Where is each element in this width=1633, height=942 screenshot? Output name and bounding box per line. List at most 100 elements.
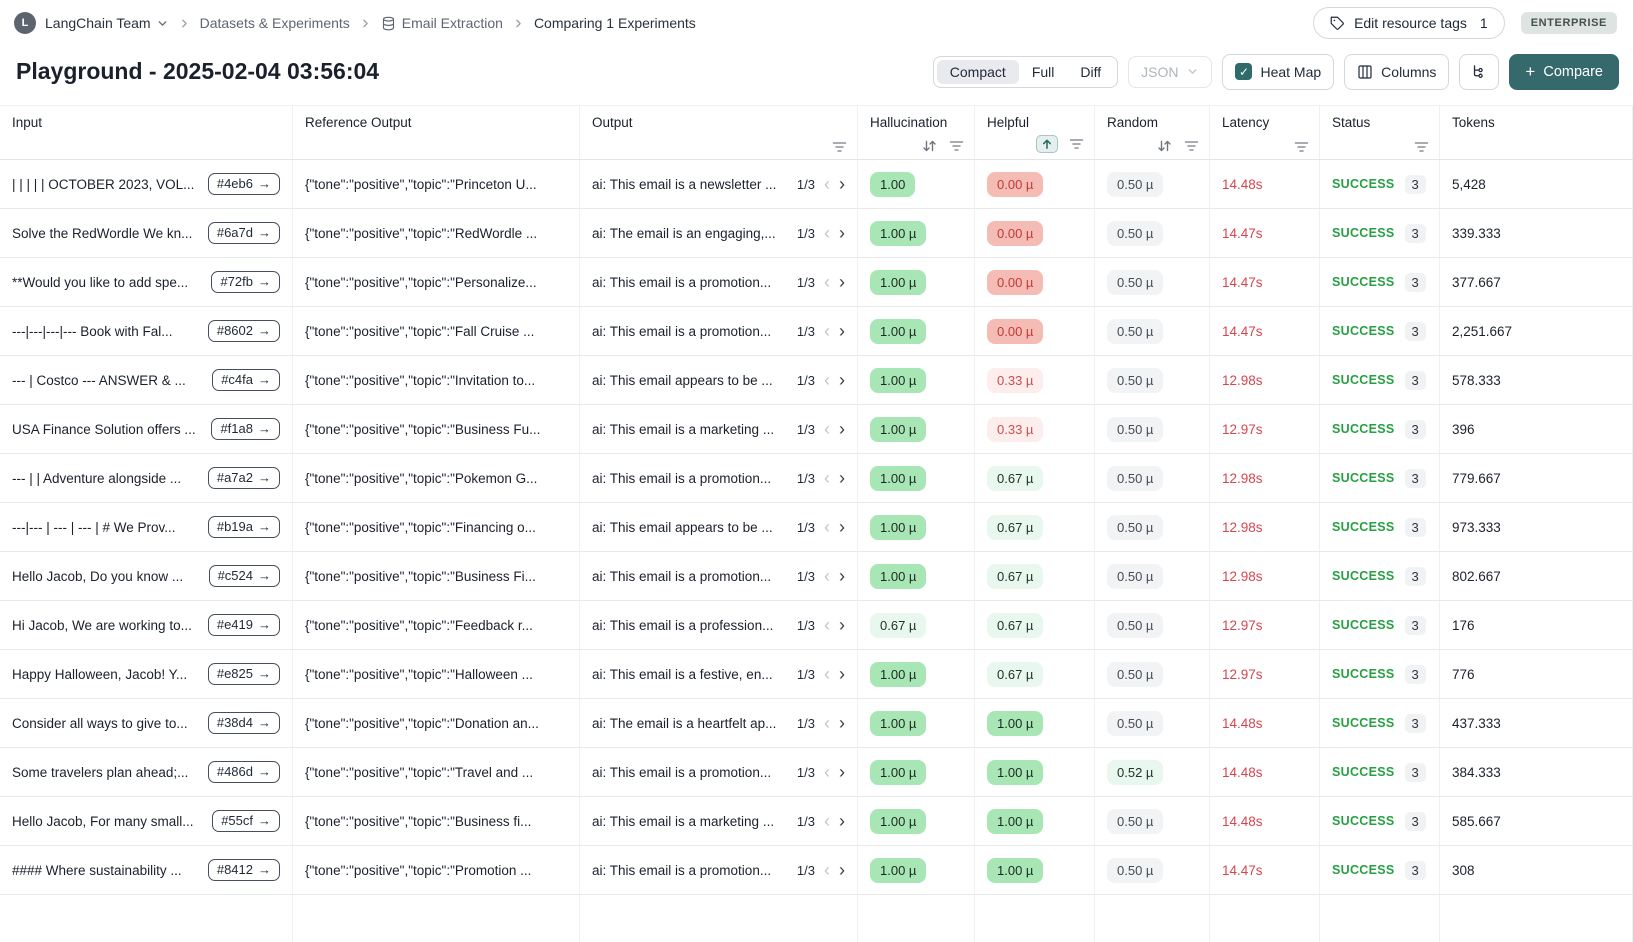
hallucination-cell: 1.00 µ (858, 454, 975, 502)
filter-icon[interactable] (832, 141, 847, 153)
input-cell: Hi Jacob, We are working to... #e419 → (0, 601, 293, 649)
hallucination-score-badge: 1.00 µ (870, 318, 927, 344)
latency-cell: 12.98s (1210, 356, 1320, 404)
example-link-badge[interactable]: #4eb6 → (207, 173, 280, 195)
pager-prev-icon[interactable]: ‹ (824, 566, 830, 586)
example-link-badge[interactable]: #c524 → (208, 565, 280, 587)
tokens-cell: 308 (1440, 846, 1633, 894)
pager-prev-icon[interactable]: ‹ (824, 811, 830, 831)
column-header-output: Output (580, 106, 858, 159)
filter-icon[interactable] (1069, 138, 1084, 150)
pager-next-icon[interactable]: › (839, 860, 845, 880)
helpful-score-badge: 1.00 µ (987, 759, 1044, 785)
pager-prev-icon[interactable]: ‹ (824, 762, 830, 782)
pager-prev-icon[interactable]: ‹ (824, 468, 830, 488)
example-link-badge[interactable]: #38d4 → (207, 712, 280, 734)
example-link-badge[interactable]: #a7a2 → (207, 467, 280, 489)
example-link-badge[interactable]: #b19a → (207, 516, 280, 538)
filter-icon[interactable] (1184, 140, 1199, 152)
pager-next-icon[interactable]: › (839, 566, 845, 586)
pager-next-icon[interactable]: › (839, 321, 845, 341)
helpful-cell: 1.00 µ (975, 699, 1095, 747)
status-cell: SUCCESS 3 (1320, 258, 1440, 306)
pager-next-icon[interactable]: › (839, 615, 845, 635)
example-link-badge[interactable]: #72fb → (211, 271, 280, 293)
edit-resource-tags-button[interactable]: Edit resource tags 1 (1313, 7, 1505, 39)
input-cell: | | | | | OCTOBER 2023, VOL... #4eb6 → (0, 160, 293, 208)
status-badge: SUCCESS (1332, 373, 1395, 387)
input-cell: Solve the RedWordle We kn... #6a7d → (0, 209, 293, 257)
filter-icon[interactable] (1294, 141, 1309, 153)
pager-prev-icon[interactable]: ‹ (824, 272, 830, 292)
hallucination-cell: 1.00 µ (858, 797, 975, 845)
chevron-right-icon (359, 17, 372, 30)
example-link-badge[interactable]: #f1a8 → (211, 418, 280, 440)
example-hash: #c4fa (221, 372, 253, 387)
pager-next-icon[interactable]: › (839, 517, 845, 537)
input-text: **Would you like to add spe... (12, 274, 189, 290)
pager-next-icon[interactable]: › (839, 468, 845, 488)
pager-next-icon[interactable]: › (839, 223, 845, 243)
view-mode-full[interactable]: Full (1031, 63, 1055, 80)
example-link-badge[interactable]: #8602 → (207, 320, 280, 342)
pager-next-icon[interactable]: › (839, 174, 845, 194)
sort-ascending-active-icon[interactable] (1036, 135, 1058, 153)
pager-prev-icon[interactable]: ‹ (824, 713, 830, 733)
pager-prev-icon[interactable]: ‹ (824, 419, 830, 439)
arrow-right-icon: → (258, 519, 271, 534)
example-link-badge[interactable]: #55cf → (212, 810, 280, 832)
output-pager: 1/3 (796, 225, 815, 241)
sort-icon[interactable] (1156, 139, 1173, 153)
arrow-right-icon: → (258, 176, 271, 191)
reference-output-cell: {"tone":"positive","topic":"Promotion ..… (293, 846, 580, 894)
example-link-badge[interactable]: #e419 → (207, 614, 280, 636)
breadcrumb-datasets-experiments[interactable]: Datasets & Experiments (199, 15, 350, 31)
example-link-badge[interactable]: #486d → (207, 761, 280, 783)
random-cell: 0.50 µ (1095, 699, 1210, 747)
pager-next-icon[interactable]: › (839, 370, 845, 390)
example-link-badge[interactable]: #6a7d → (207, 222, 280, 244)
compare-button[interactable]: + Compare (1509, 53, 1619, 90)
json-format-dropdown[interactable]: JSON (1128, 55, 1213, 88)
attempts-count-badge: 3 (1404, 272, 1426, 292)
tree-view-button[interactable] (1459, 53, 1500, 90)
pager-prev-icon[interactable]: ‹ (824, 615, 830, 635)
heat-map-checkbox[interactable]: ✓ (1235, 63, 1253, 80)
pager-prev-icon[interactable]: ‹ (824, 321, 830, 341)
view-mode-compact[interactable]: Compact (936, 59, 1019, 84)
sort-icon[interactable] (921, 139, 938, 153)
hallucination-score-badge: 1.00 µ (870, 367, 927, 393)
hallucination-score-badge: 1.00 µ (870, 416, 927, 442)
team-avatar[interactable]: L (14, 12, 36, 34)
empty-cell (1440, 895, 1633, 942)
example-link-badge[interactable]: #e825 → (207, 663, 280, 685)
random-score-badge: 0.50 µ (1107, 661, 1164, 687)
pager-next-icon[interactable]: › (839, 272, 845, 292)
pager-prev-icon[interactable]: ‹ (824, 223, 830, 243)
pager-next-icon[interactable]: › (839, 811, 845, 831)
pager-prev-icon[interactable]: ‹ (824, 860, 830, 880)
example-link-badge[interactable]: #8412 → (207, 859, 280, 881)
edit-resource-tags-label: Edit resource tags (1354, 15, 1467, 31)
arrow-right-icon: → (258, 421, 271, 436)
filter-icon[interactable] (1414, 141, 1429, 153)
view-mode-diff[interactable]: Diff (1080, 63, 1102, 80)
column-header-reference-output: Reference Output (293, 106, 580, 159)
columns-button[interactable]: Columns (1344, 53, 1450, 90)
pager-next-icon[interactable]: › (839, 419, 845, 439)
hallucination-score-badge: 1.00 µ (870, 808, 927, 834)
filter-icon[interactable] (949, 140, 964, 152)
example-link-badge[interactable]: #c4fa → (212, 369, 280, 391)
pager-prev-icon[interactable]: ‹ (824, 174, 830, 194)
heat-map-toggle[interactable]: ✓ Heat Map (1222, 53, 1335, 90)
pager-next-icon[interactable]: › (839, 664, 845, 684)
breadcrumb-team[interactable]: LangChain Team (45, 15, 169, 31)
breadcrumb-dataset[interactable]: Email Extraction (381, 15, 503, 31)
pager-prev-icon[interactable]: ‹ (824, 664, 830, 684)
pager-prev-icon[interactable]: ‹ (824, 517, 830, 537)
pager-next-icon[interactable]: › (839, 713, 845, 733)
attempts-count-badge: 3 (1404, 713, 1426, 733)
status-cell: SUCCESS 3 (1320, 503, 1440, 551)
pager-prev-icon[interactable]: ‹ (824, 370, 830, 390)
pager-next-icon[interactable]: › (839, 762, 845, 782)
